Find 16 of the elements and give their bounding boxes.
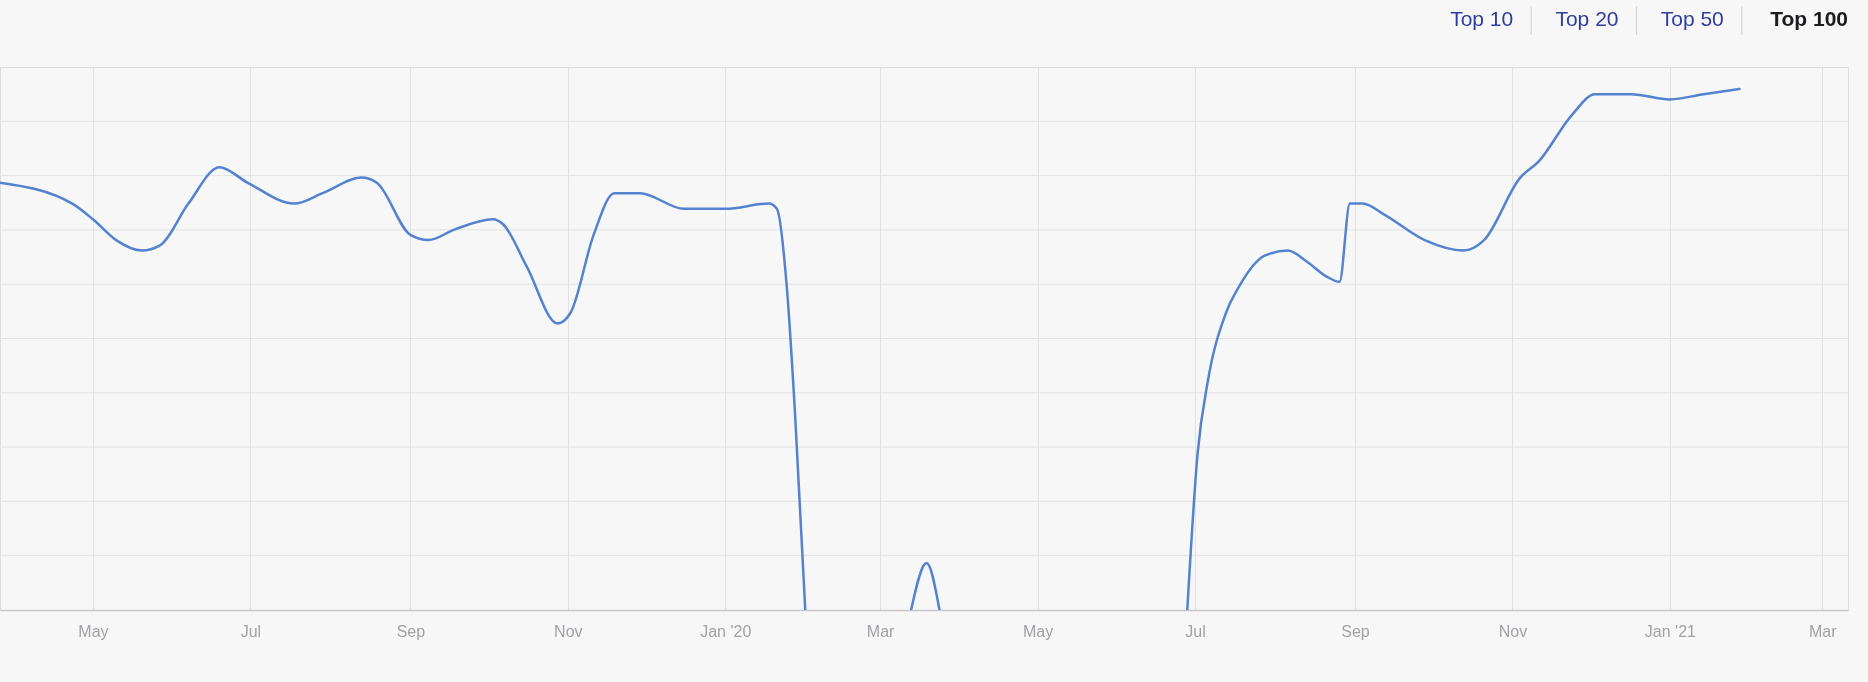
x-tick-label: May xyxy=(1022,622,1054,640)
x-tick-label: Sep xyxy=(396,622,426,640)
x-tick-label: Nov xyxy=(1498,622,1528,640)
text: Top 10 xyxy=(1450,7,1514,30)
x-tick-label: Jan '20 xyxy=(700,622,752,640)
text: Top 20 xyxy=(1555,7,1619,30)
text: Top 50 xyxy=(1660,7,1724,30)
x-tick-label: Mar xyxy=(1808,622,1838,640)
x-tick-label: Jul xyxy=(240,622,262,640)
x-tick-label: Jul xyxy=(1185,622,1206,640)
text: Top 100 xyxy=(1770,7,1848,30)
x-tick-label: May xyxy=(78,622,109,640)
x-tick-label: Nov xyxy=(554,622,583,640)
x-tick-label: Jan '21 xyxy=(1644,622,1697,640)
x-tick-label: Mar xyxy=(866,622,896,640)
x-tick-label: Sep xyxy=(1341,622,1370,640)
